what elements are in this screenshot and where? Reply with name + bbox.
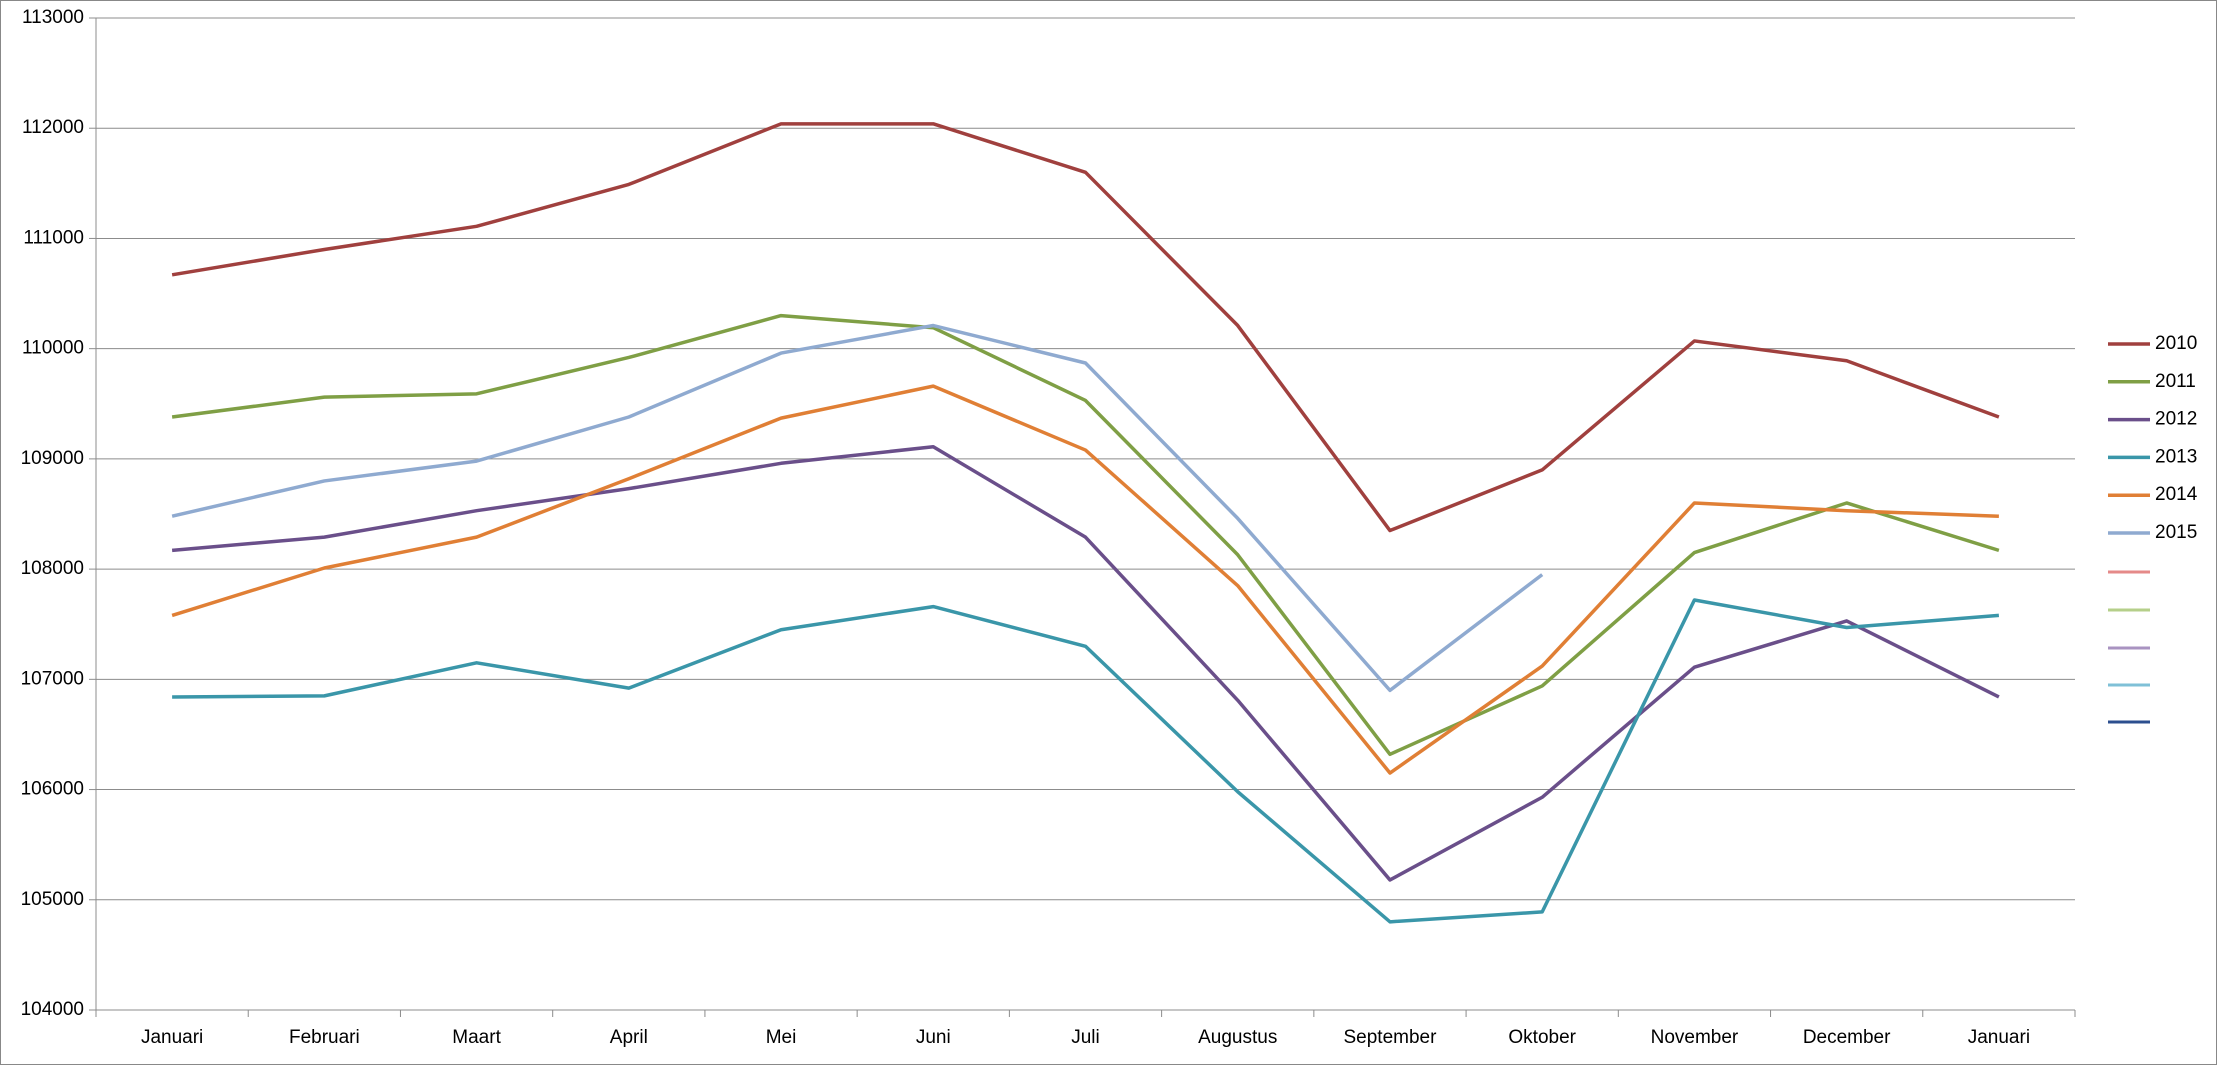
legend-label: 2012 [2155,409,2197,430]
series-line [171,122,2000,533]
series-line [171,323,1544,693]
legend-label: 2010 [2155,333,2197,354]
x-tick-label: Juni [916,1027,951,1048]
y-tick-label: 110000 [22,338,84,359]
y-tick-label: 112000 [22,117,84,138]
x-tick-label: Januari [1968,1027,2030,1048]
series-line [171,384,1999,775]
y-tick-label: 109000 [21,448,84,469]
x-tick-label: September [1343,1027,1437,1048]
y-tick-label: 113000 [22,7,84,28]
legend-label: 2011 [2155,371,2196,392]
x-tick-label: Januari [141,1027,203,1048]
series-line [172,598,2000,924]
legend-label: 2014 [2155,484,2198,505]
x-tick-label: Augustus [1198,1027,1277,1048]
y-tick-label: 111000 [23,227,84,248]
legend-label: 2015 [2155,522,2197,543]
y-tick-label: 107000 [21,668,84,689]
series-line [171,313,2000,757]
y-tick-label: 108000 [21,558,84,579]
x-tick-label: Oktober [1508,1027,1576,1048]
y-tick-label: 105000 [21,889,84,910]
x-tick-label: Februari [289,1027,360,1048]
x-tick-label: December [1803,1027,1891,1048]
legend-empty-entries [2108,570,2150,724]
x-tick-label: November [1651,1027,1739,1048]
legend-label: 2013 [2155,446,2197,467]
x-tick-label: April [610,1027,648,1048]
x-tick-label: Mei [766,1027,797,1048]
x-tick-label: Maart [452,1027,501,1048]
y-tick-label: 104000 [21,999,84,1020]
x-tick-label: Juli [1071,1027,1100,1048]
series-line [171,445,2000,882]
y-tick-label: 106000 [21,779,84,800]
